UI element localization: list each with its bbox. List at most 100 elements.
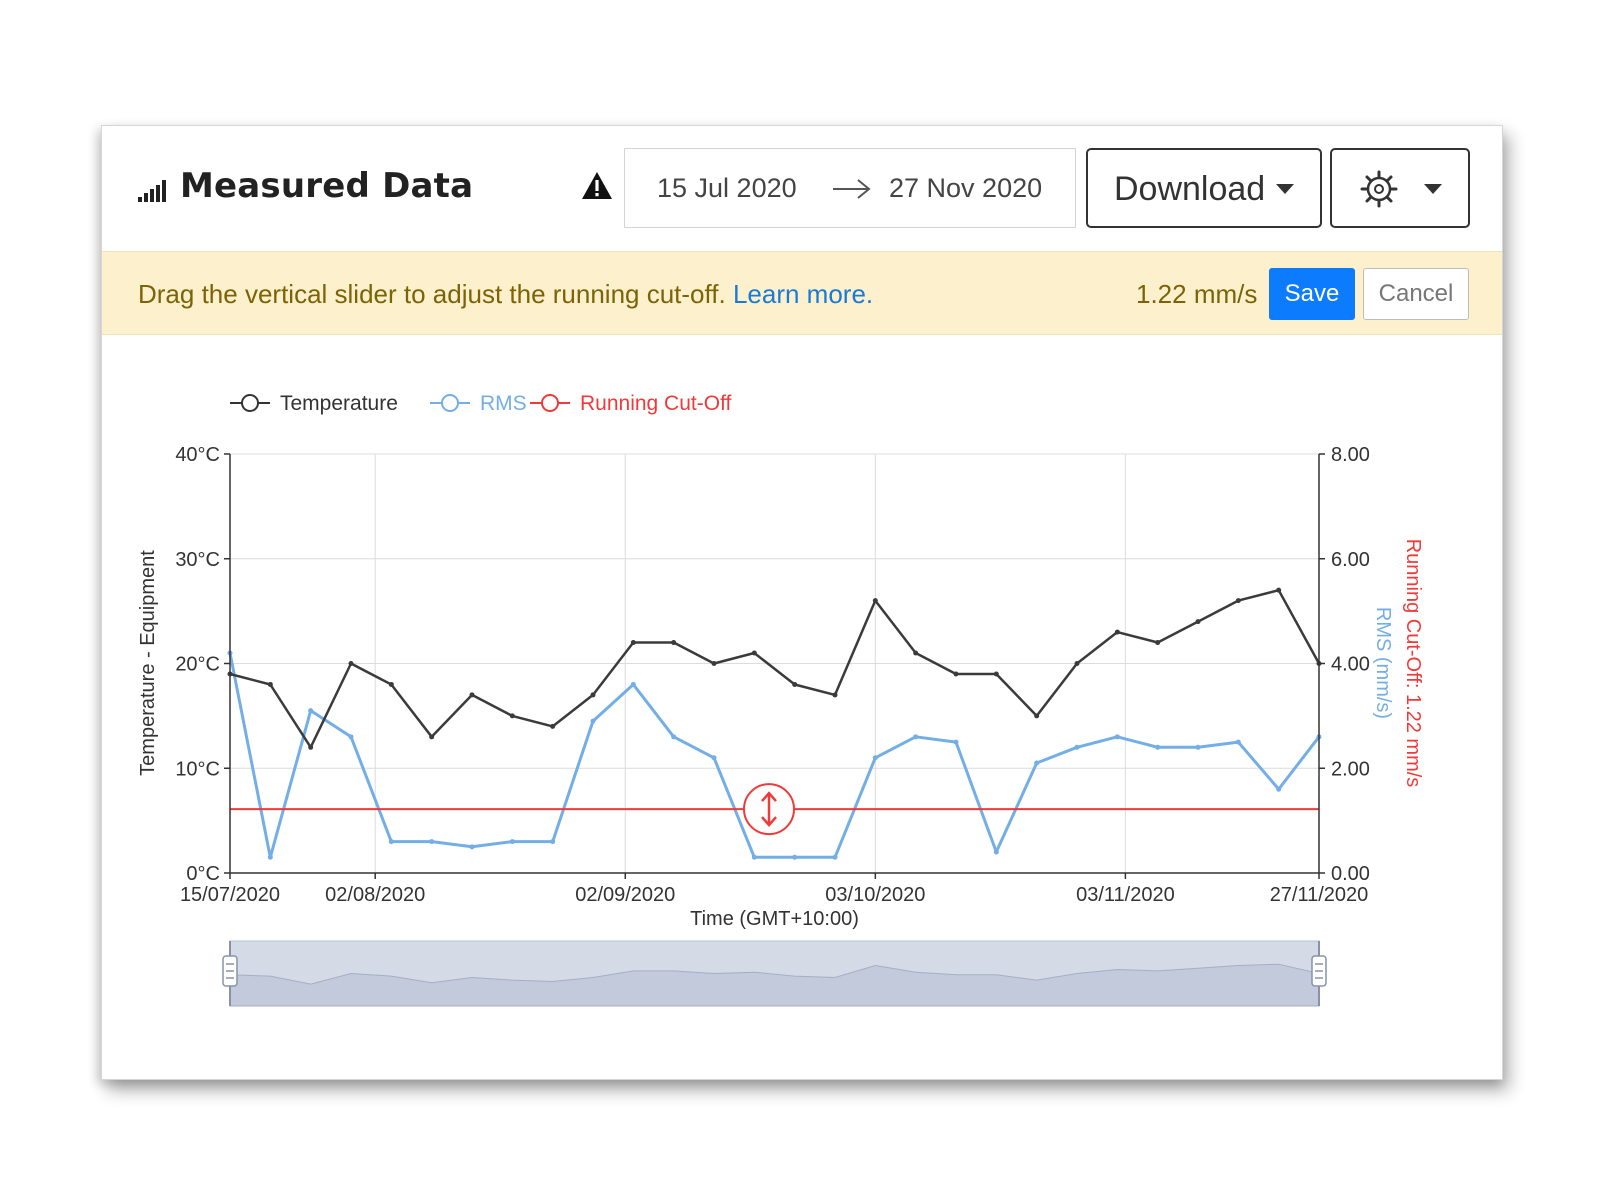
date-range-picker[interactable]: 15 Jul 2020 27 Nov 2020 [624, 148, 1076, 228]
temperature-series-line-point [267, 681, 273, 687]
date-from-input[interactable]: 15 Jul 2020 [657, 173, 797, 203]
temperature-series-line [229, 588, 1321, 749]
rms-series-line-point [913, 734, 919, 740]
chevron-down-icon [1276, 184, 1294, 194]
temperature-series-line-point [550, 723, 556, 729]
cutoff-value: 1.22 mm/s [1136, 279, 1258, 309]
y-right-tick-label: 4.00 [1331, 654, 1370, 676]
x-tick-label: 03/10/2020 [825, 884, 925, 906]
rms-series-line-point [1195, 744, 1201, 750]
rms-series-line-point [388, 839, 394, 845]
y-left-tick-label: 10°C [175, 758, 220, 780]
temperature-series-line-point [1235, 598, 1241, 604]
temperature-series-line-point [751, 650, 757, 656]
rms-series-line-point [550, 839, 556, 845]
temperature-series-line-point [953, 671, 959, 677]
y-right-tick-label: 0.00 [1331, 863, 1370, 885]
download-button[interactable]: Download [1086, 148, 1322, 228]
temperature-series-line-point [469, 692, 475, 698]
rms-series-line-point [671, 734, 677, 740]
x-tick-label: 03/11/2020 [1076, 884, 1175, 906]
temperature-series-line-point [429, 734, 435, 740]
chevron-down-icon [1424, 184, 1442, 194]
legend-temperature-marker [241, 394, 259, 412]
arrow-up-icon [761, 791, 777, 802]
temperature-series-line-point [671, 640, 677, 646]
temperature-series-line-point [1074, 661, 1080, 666]
arrow-down-icon [761, 816, 777, 828]
save-button[interactable]: Save [1269, 268, 1355, 320]
measured-data-card: Measured Data 15 Jul 2020 27 Nov 2020 Do… [101, 125, 1503, 1080]
temperature-series-line-point [348, 661, 354, 666]
rms-series-line-point [509, 839, 515, 845]
rms-series-line-point [429, 839, 435, 845]
rms-series-line-point [1155, 744, 1161, 750]
temperature-series-line-point [630, 640, 636, 646]
y-left-tick-label: 40°C [175, 444, 220, 466]
legend-rms-marker [441, 394, 459, 412]
rms-series-line-point [267, 854, 273, 860]
x-tick-label: 15/07/2020 [180, 884, 280, 906]
rms-series-line-point [348, 734, 354, 740]
gear-icon [1360, 170, 1398, 208]
rms-series-line-point [872, 755, 878, 761]
legend-temperature-label: Temperature [280, 392, 398, 415]
warning-icon[interactable] [580, 170, 614, 202]
download-button-label: Download [1114, 170, 1266, 208]
signal-bars-icon [138, 178, 170, 202]
rms-series-line-point [953, 739, 959, 745]
rms-series-line-point [308, 708, 314, 714]
cancel-button[interactable]: Cancel [1363, 268, 1469, 320]
temperature-series-line-point [1155, 640, 1161, 646]
date-to-input[interactable]: 27 Nov 2020 [889, 173, 1041, 203]
temperature-series-line-point [792, 681, 798, 687]
rms-series-line-point [993, 849, 999, 855]
temperature-series-line-point [308, 744, 314, 750]
rms-series-line-point [832, 854, 838, 860]
rms-series-line-point [1235, 739, 1241, 745]
temperature-series-line-point [509, 713, 515, 719]
x-tick-label: 27/11/2020 [1270, 884, 1369, 906]
x-axis-label: Time (GMT+10:00) [690, 908, 859, 930]
temperature-series-line-point [1034, 713, 1040, 719]
measured-data-chart[interactable]: Temperature RMS Running Cut-Off 0°C 10°C 20°C… [102, 126, 1502, 1079]
rms-series-line-point [469, 844, 475, 850]
rms-series-line-point [1276, 786, 1282, 792]
rms-series-line-point [1074, 744, 1080, 750]
temperature-series-line-point [1114, 629, 1120, 635]
banner-message: Drag the vertical slider to adjust the r… [138, 279, 873, 310]
legend-cutoff-marker [541, 394, 559, 412]
y-right-tick-label: 8.00 [1331, 444, 1370, 466]
y-left-tick-label: 0°C [186, 863, 220, 885]
data-zoom-preview [229, 963, 1320, 1007]
y-left-tick-label: 30°C [175, 549, 220, 571]
y-left-tick-label: 20°C [175, 654, 220, 676]
temperature-series-line-point [1276, 587, 1282, 593]
rms-series-line-point [792, 854, 798, 860]
y-axis-right-label-rms: RMS (mm/s) [1372, 607, 1394, 719]
temperature-series-line-point [1195, 619, 1201, 625]
temperature-series-line-point [993, 671, 999, 677]
temperature-series-line-point [872, 598, 878, 604]
rms-series-line-point [630, 681, 636, 687]
page-title: Measured Data [180, 166, 474, 206]
x-tick-label: 02/08/2020 [325, 884, 425, 906]
temperature-series-line-point [711, 661, 717, 666]
card-header: Measured Data 15 Jul 2020 27 Nov 2020 Do… [102, 126, 1502, 251]
arrow-right-icon [833, 179, 871, 199]
rms-series-line-point [590, 718, 596, 724]
rms-series-line-point [751, 854, 757, 860]
settings-dropdown-button[interactable] [1330, 148, 1470, 228]
x-tick-label: 02/09/2020 [575, 884, 675, 906]
y-axis-right-label-cutoff: Running Cut-Off: 1.22 mm/s [1402, 539, 1424, 788]
rms-series-line-point [711, 755, 717, 761]
cutoff-info-banner: Drag the vertical slider to adjust the r… [102, 251, 1502, 335]
y-axis-left-label: Temperature - Equipment [137, 550, 159, 776]
temperature-series-line-point [832, 692, 838, 698]
temperature-series-line-point [388, 681, 394, 687]
temperature-series-line-point [913, 650, 919, 656]
rms-series-line [228, 652, 1321, 859]
rms-series-line-point [1114, 734, 1120, 740]
temperature-series-line-point [590, 692, 596, 698]
learn-more-link[interactable]: Learn more. [732, 279, 874, 309]
